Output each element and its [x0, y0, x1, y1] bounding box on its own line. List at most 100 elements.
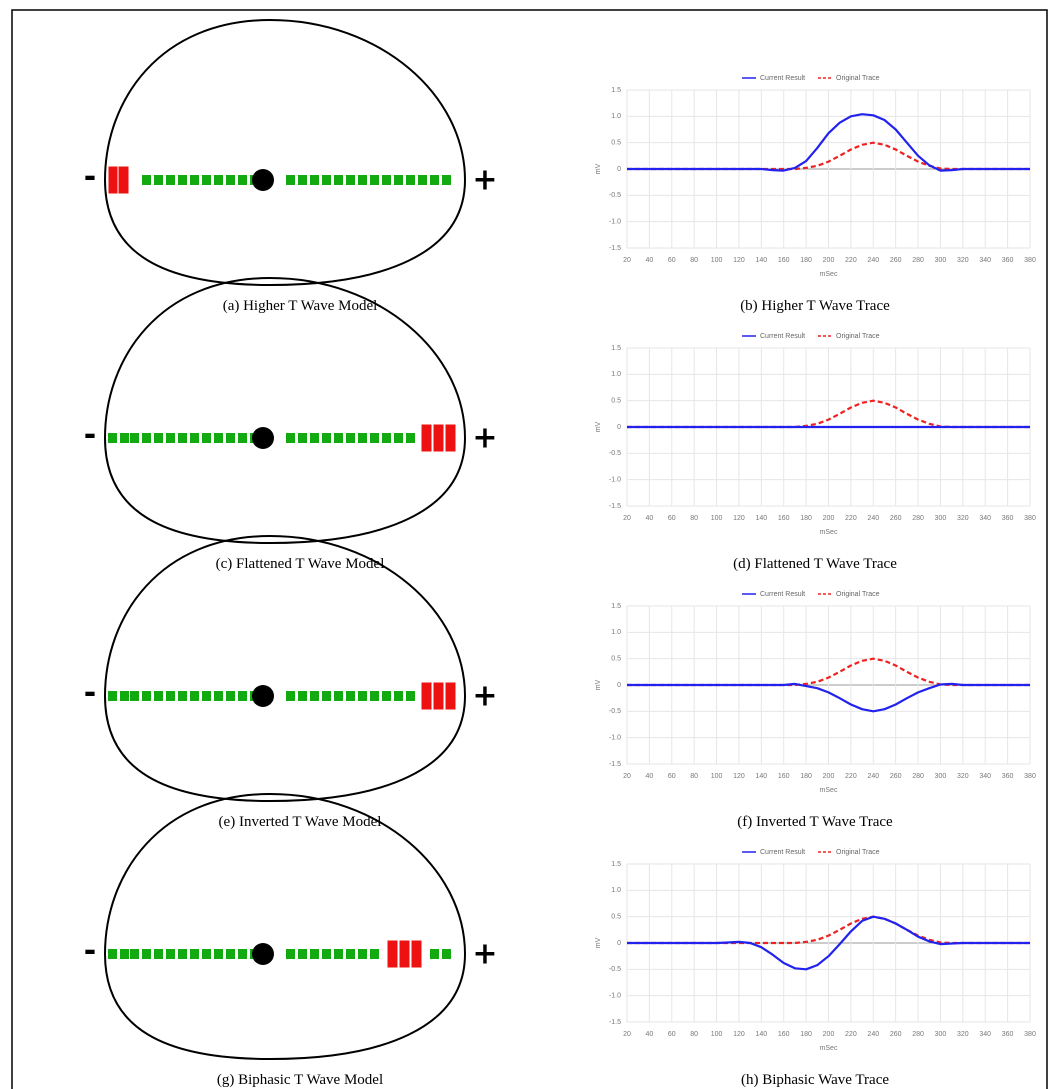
cell	[142, 175, 151, 185]
x-tick-label: 160	[778, 257, 790, 264]
cell	[202, 433, 211, 443]
x-tick-label: 40	[645, 515, 653, 522]
y-tick-label: 0	[617, 166, 621, 173]
x-tick-label: 80	[690, 773, 698, 780]
heart	[252, 427, 274, 449]
x-tick-label: 380	[1024, 773, 1036, 780]
caption: (g) Biphasic T Wave Model	[217, 1072, 383, 1088]
x-tick-label: 240	[867, 515, 879, 522]
y-axis-label: mV	[595, 937, 602, 948]
x-tick-label: 20	[623, 515, 631, 522]
cell	[382, 175, 391, 185]
cell	[190, 949, 199, 959]
torso-outline	[105, 536, 465, 801]
active-cell	[421, 424, 432, 452]
cell	[130, 691, 139, 701]
cell	[406, 175, 415, 185]
x-tick-label: 180	[800, 515, 812, 522]
x-tick-label: 20	[623, 1031, 631, 1038]
cell	[370, 949, 379, 959]
cell	[310, 433, 319, 443]
cell	[178, 175, 187, 185]
x-tick-label: 200	[823, 515, 835, 522]
y-axis-label: mV	[595, 163, 602, 174]
cell	[394, 175, 403, 185]
active-cell	[421, 682, 432, 710]
x-tick-label: 240	[867, 257, 879, 264]
x-tick-label: 340	[979, 515, 991, 522]
y-axis-label: mV	[595, 679, 602, 690]
cell	[334, 433, 343, 443]
y-tick-label: -1.5	[609, 245, 621, 252]
active-cell	[411, 940, 422, 968]
model-panel: -+(g) Biphasic T Wave Model	[84, 794, 498, 1088]
x-tick-label: 260	[890, 257, 902, 264]
active-cell	[108, 166, 119, 194]
cell	[166, 175, 175, 185]
active-cell	[433, 682, 444, 710]
cell	[214, 433, 223, 443]
cell	[108, 433, 117, 443]
cell	[202, 691, 211, 701]
torso-outline	[105, 278, 465, 543]
y-axis-label: mV	[595, 421, 602, 432]
cell	[358, 691, 367, 701]
cell	[214, 175, 223, 185]
chart-panel: -1.5-1.0-0.500.51.01.5204060801001201401…	[595, 849, 1036, 1088]
cell	[238, 691, 247, 701]
x-tick-label: 20	[623, 257, 631, 264]
cell	[120, 433, 129, 443]
x-axis-label: mSec	[820, 787, 838, 794]
figure: -+(a) Higher T Wave Model-+(c) Flattened…	[0, 0, 1052, 1089]
x-tick-label: 360	[1002, 257, 1014, 264]
cell	[346, 433, 355, 443]
x-tick-label: 80	[690, 1031, 698, 1038]
x-tick-label: 100	[711, 773, 723, 780]
x-tick-label: 20	[623, 773, 631, 780]
x-tick-label: 300	[935, 773, 947, 780]
y-tick-label: 0.5	[611, 140, 621, 147]
y-tick-label: -1.5	[609, 503, 621, 510]
y-tick-label: 0.5	[611, 914, 621, 921]
x-tick-label: 120	[733, 773, 745, 780]
y-tick-label: 0	[617, 424, 621, 431]
plus-sign: +	[472, 679, 497, 714]
active-cell	[387, 940, 398, 968]
y-tick-label: -1.0	[609, 219, 621, 226]
x-tick-label: 300	[935, 1031, 947, 1038]
y-tick-label: 1.5	[611, 603, 621, 610]
cell	[382, 691, 391, 701]
active-cell	[433, 424, 444, 452]
chart-panel: -1.5-1.0-0.500.51.01.5204060801001201401…	[595, 591, 1036, 830]
y-tick-label: 1.0	[611, 887, 621, 894]
x-tick-label: 220	[845, 773, 857, 780]
x-tick-label: 340	[979, 257, 991, 264]
caption: (f) Inverted T Wave Trace	[737, 814, 893, 830]
cell	[394, 433, 403, 443]
x-tick-label: 360	[1002, 1031, 1014, 1038]
cell	[286, 949, 295, 959]
y-tick-label: 1.5	[611, 345, 621, 352]
x-tick-label: 40	[645, 773, 653, 780]
legend-label: Original Trace	[836, 333, 880, 340]
minus-sign: -	[84, 676, 96, 711]
cell	[190, 175, 199, 185]
y-tick-label: 1.0	[611, 113, 621, 120]
cell	[238, 949, 247, 959]
cell	[406, 433, 415, 443]
legend-label: Original Trace	[836, 591, 880, 598]
cell	[130, 949, 139, 959]
cell	[238, 175, 247, 185]
cell	[226, 949, 235, 959]
x-tick-label: 80	[690, 515, 698, 522]
minus-sign: -	[84, 418, 96, 453]
cell	[370, 691, 379, 701]
cell	[166, 433, 175, 443]
cell	[322, 691, 331, 701]
x-tick-label: 220	[845, 1031, 857, 1038]
x-tick-label: 200	[823, 1031, 835, 1038]
y-tick-label: -1.5	[609, 1019, 621, 1026]
cell	[214, 949, 223, 959]
